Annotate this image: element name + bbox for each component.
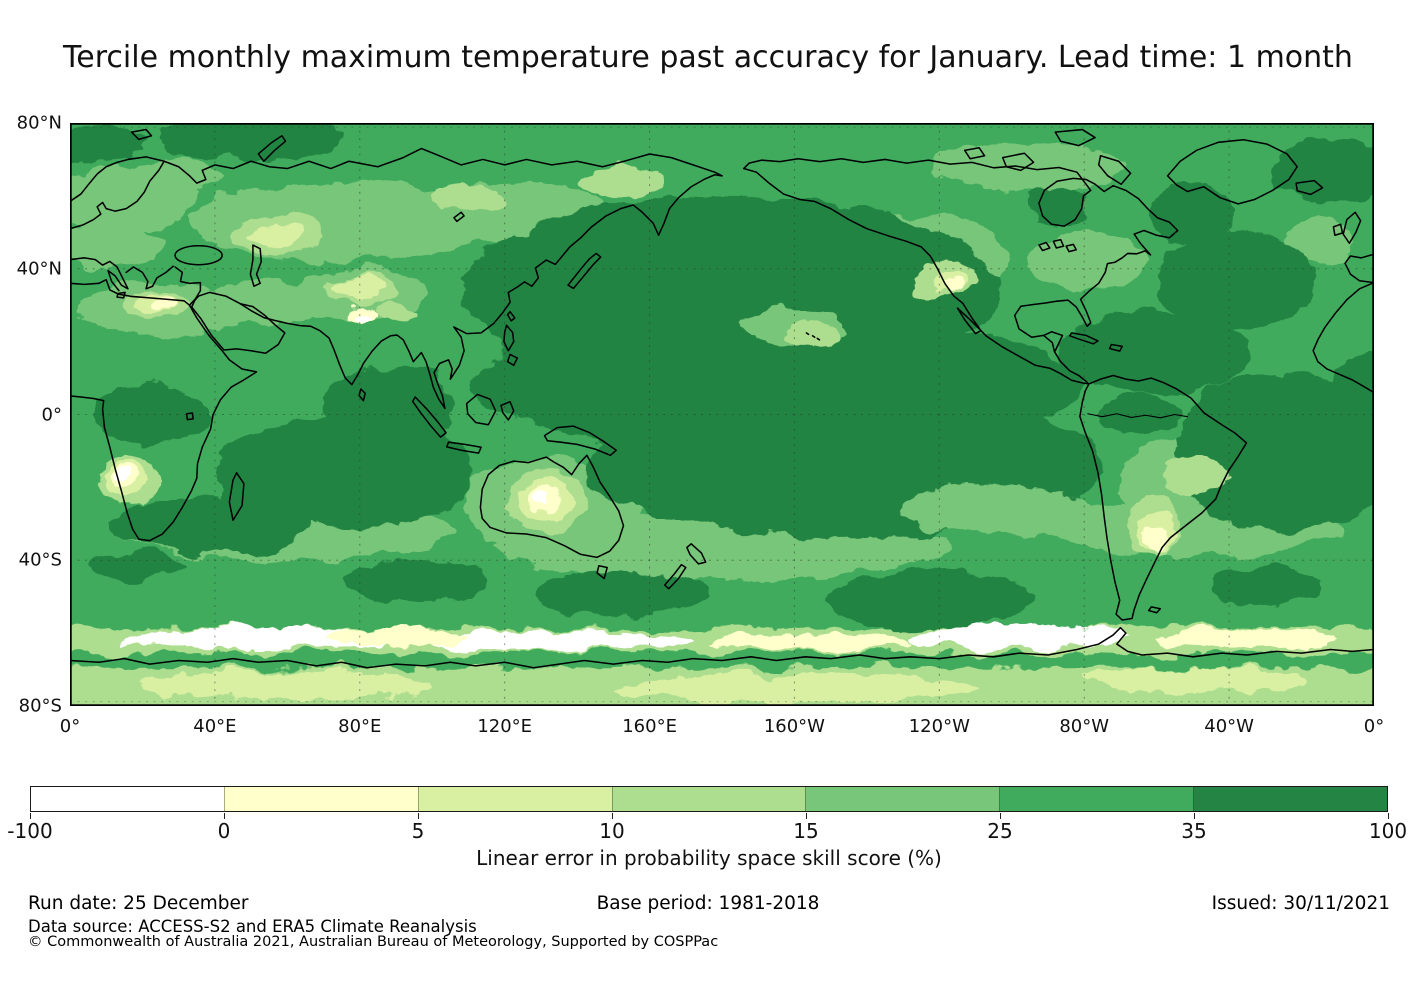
cuba xyxy=(1068,332,1099,345)
colorbar-tick-label: -100 xyxy=(7,819,53,843)
colorbar-tick-label: 10 xyxy=(599,819,625,843)
colorbar-segment xyxy=(417,787,612,811)
colorbar-tick xyxy=(418,813,419,819)
greenland xyxy=(1166,138,1298,205)
coastline-arctic-russia xyxy=(163,147,723,184)
sulawesi xyxy=(500,400,515,421)
arctic-islands xyxy=(963,128,1132,185)
colorbar-tick-label: 25 xyxy=(987,819,1013,843)
x-tick-80e: 80°E xyxy=(338,716,382,737)
novaya-zemlya xyxy=(257,134,287,163)
colorbar-tick-label: 0 xyxy=(217,819,231,843)
colorbar-tick xyxy=(1000,813,1001,819)
coastline-africa xyxy=(70,278,258,542)
british-isles xyxy=(1332,211,1362,245)
new-zealand xyxy=(664,543,707,590)
y-tick-40s: 40°S xyxy=(18,549,62,571)
colorbar xyxy=(30,786,1388,812)
x-tick-120e: 120°E xyxy=(477,716,533,737)
lake-baikal xyxy=(453,211,465,223)
coastline-iran-south-asia xyxy=(239,302,465,410)
coastline-australia xyxy=(479,454,625,559)
run-date-text: Run date: 25 December xyxy=(28,893,249,914)
coastline-scandinavia xyxy=(70,156,165,230)
world-map-svg xyxy=(70,123,1374,706)
coastline-east-asia xyxy=(453,173,723,335)
coastline-sicily xyxy=(116,291,126,299)
coastline-antarctica xyxy=(70,626,1374,669)
colorbar-tick xyxy=(1388,813,1389,819)
data-source-text: Data source: ACCESS-S2 and ERA5 Climate … xyxy=(28,917,477,936)
madagascar xyxy=(228,472,245,521)
svalbard xyxy=(130,128,153,141)
new-guinea xyxy=(543,425,617,457)
hispaniola xyxy=(1108,343,1124,352)
colorbar-segment xyxy=(611,787,806,811)
colorbar-tick xyxy=(224,813,225,819)
figure-title: Tercile monthly maximum temperature past… xyxy=(63,40,1353,75)
java xyxy=(445,441,482,454)
taiwan xyxy=(506,310,516,322)
amazon-river xyxy=(1087,413,1188,419)
tasmania xyxy=(596,564,608,580)
sumatra xyxy=(411,396,447,438)
coastline-arabia xyxy=(190,291,286,355)
x-tick-40w: 40°W xyxy=(1204,716,1254,737)
y-tick-80s: 80°S xyxy=(18,695,62,717)
x-tick-160e: 160°E xyxy=(622,716,677,737)
colorbar-tick-label: 15 xyxy=(793,819,819,843)
great-lakes xyxy=(1038,238,1078,253)
y-tick-0: 0° xyxy=(41,404,62,425)
colorbar-tick xyxy=(612,813,613,819)
colorbar-tick xyxy=(30,813,31,819)
coastlines-layer xyxy=(70,128,1374,669)
borneo xyxy=(465,393,497,426)
y-tick-80n: 80°N xyxy=(16,112,62,134)
sri-lanka xyxy=(358,388,366,402)
falkland-islands xyxy=(1147,606,1162,614)
colorbar-segment xyxy=(223,787,418,811)
coastline-north-america-west xyxy=(742,167,1090,385)
colorbar-label: Linear error in probability space skill … xyxy=(476,846,942,870)
y-tick-40n: 40°N xyxy=(16,258,62,280)
iceland xyxy=(1295,179,1324,196)
coastline-west-africa-edge xyxy=(1312,281,1374,394)
x-tick-40e: 40°E xyxy=(193,716,237,737)
colorbar-tick xyxy=(806,813,807,819)
colorbar-segment xyxy=(1193,787,1388,811)
hawaii xyxy=(805,332,821,341)
japan xyxy=(567,252,602,290)
x-tick-120w: 120°W xyxy=(908,716,970,737)
lake-victoria xyxy=(185,412,194,421)
caspian-sea xyxy=(249,244,263,288)
coastline-south-america xyxy=(1079,374,1248,621)
coastline-north-america-east xyxy=(742,157,1179,384)
iberia-edge xyxy=(1344,253,1374,284)
world-map xyxy=(70,123,1374,706)
map-border xyxy=(70,123,1374,706)
colorbar-tick xyxy=(1194,813,1195,819)
x-tick-160w: 160°W xyxy=(763,716,825,737)
colorbar-tick-label: 100 xyxy=(1368,819,1408,843)
colorbar-segment xyxy=(31,787,224,811)
colorbar-segment xyxy=(805,787,1000,811)
x-tick-80w: 80°W xyxy=(1059,716,1110,737)
philippines xyxy=(503,324,519,367)
x-tick-0w: 0° xyxy=(1363,716,1385,737)
x-tick-0e: 0° xyxy=(59,716,81,737)
colorbar-tick-label: 5 xyxy=(411,819,425,843)
base-period-text: Base period: 1981-2018 xyxy=(596,893,820,914)
colorbar-tick-label: 35 xyxy=(1181,819,1207,843)
colorbar-segment xyxy=(999,787,1194,811)
copyright-text: © Commonwealth of Australia 2021, Austra… xyxy=(28,934,719,950)
issued-date-text: Issued: 30/11/2021 xyxy=(1211,893,1390,914)
coastline-mediterranean-europe xyxy=(70,257,202,306)
skill-shading-layer xyxy=(70,123,1374,706)
black-sea xyxy=(174,245,223,266)
